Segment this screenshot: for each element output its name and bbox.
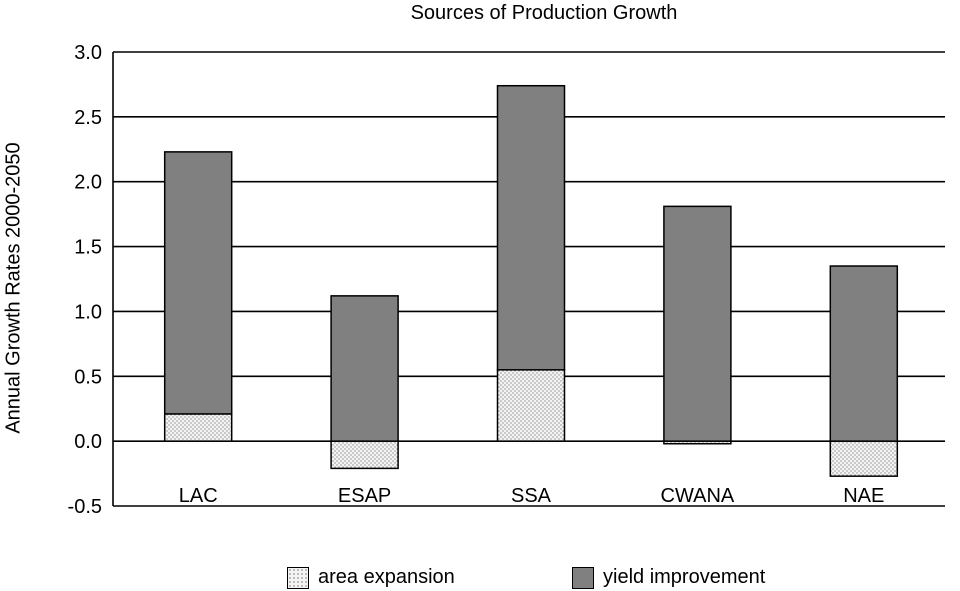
y-tick-label: 0.0 [74, 431, 102, 453]
legend-swatch-yield-improvement [572, 566, 594, 589]
y-tick-label: 2.0 [74, 172, 102, 194]
legend-swatch-area-expansion [287, 566, 309, 589]
bar-yield-improvement [330, 295, 399, 442]
bar-yield-improvement [663, 205, 732, 442]
x-tick-label: SSA [511, 485, 552, 507]
legend-item-yield-improvement: yield improvement [572, 566, 765, 589]
legend-label-yield-improvement: yield improvement [603, 566, 766, 588]
bar-area-expansion [163, 413, 233, 442]
x-tick-label: CWANA [661, 485, 735, 507]
x-tick-label: LAC [179, 485, 218, 507]
legend-item-area-expansion: area expansion [287, 566, 455, 589]
bar-area-expansion [330, 440, 399, 470]
bar-yield-improvement [829, 265, 899, 442]
bar-area-expansion [496, 369, 566, 442]
y-tick-label: -0.5 [68, 496, 102, 518]
y-tick-label: 2.5 [74, 107, 102, 129]
y-tick-label: 1.5 [74, 237, 102, 259]
y-tick-label: 0.5 [74, 366, 102, 388]
bar-area-expansion [829, 440, 899, 477]
legend-label-area-expansion: area expansion [318, 566, 455, 588]
x-tick-label: NAE [843, 485, 884, 507]
bar-yield-improvement [163, 151, 233, 415]
chart-title: Sources of Production Growth [410, 2, 678, 24]
x-tick-label: ESAP [338, 485, 391, 507]
y-tick-label: 1.0 [74, 301, 102, 323]
bar-yield-improvement [496, 84, 566, 371]
y-tick-label: 3.0 [74, 42, 102, 64]
